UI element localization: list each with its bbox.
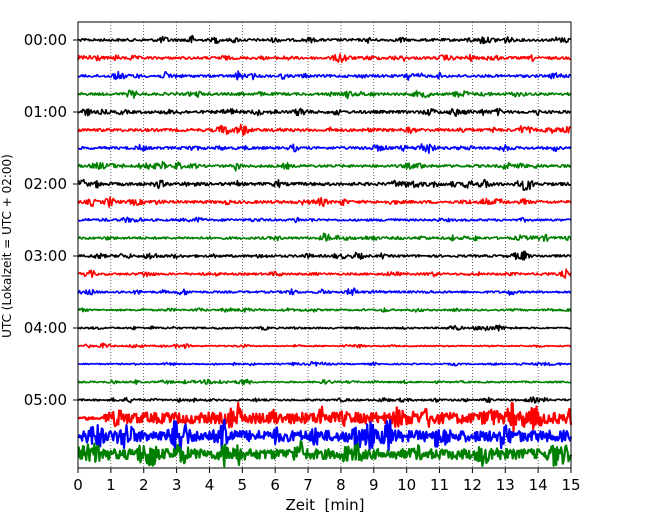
seismogram-trace bbox=[77, 143, 572, 155]
x-tick-label: 10 bbox=[397, 476, 416, 494]
x-tick-label: 7 bbox=[303, 476, 313, 494]
seismogram-trace bbox=[77, 418, 573, 456]
x-tick-label: 3 bbox=[172, 476, 182, 494]
seismogram-trace bbox=[77, 268, 572, 279]
seismogram-trace bbox=[77, 123, 572, 137]
seismogram-trace bbox=[77, 401, 573, 434]
seismogram-trace bbox=[77, 216, 572, 224]
seismogram-trace bbox=[77, 250, 572, 261]
seismogram-trace bbox=[77, 307, 572, 313]
y-axis-label: UTC (Lokalzeit = UTC + 02:00) bbox=[0, 154, 14, 338]
x-tick-label: 11 bbox=[430, 476, 449, 494]
x-tick-label: 15 bbox=[561, 476, 580, 494]
x-tick-label: 4 bbox=[205, 476, 215, 494]
seismogram-trace bbox=[77, 396, 572, 404]
x-tick-label: 12 bbox=[463, 476, 482, 494]
seismogram-trace bbox=[77, 107, 572, 118]
y-tick-label: 01:00 bbox=[24, 103, 67, 121]
x-tick-label: 14 bbox=[529, 476, 548, 494]
x-tick-label: 13 bbox=[496, 476, 515, 494]
seismogram-trace bbox=[77, 196, 572, 208]
y-tick-label: 00:00 bbox=[24, 31, 67, 49]
y-tick-label: 05:00 bbox=[24, 391, 67, 409]
seismogram-trace bbox=[77, 89, 572, 100]
seismogram-trace bbox=[77, 440, 573, 468]
seismogram-trace bbox=[77, 342, 572, 349]
seismogram-trace bbox=[77, 34, 572, 45]
seismogram-trace bbox=[77, 232, 572, 242]
x-tick-label: 8 bbox=[336, 476, 346, 494]
x-tick-label: 2 bbox=[139, 476, 149, 494]
seismogram-traces bbox=[77, 34, 573, 468]
seismogram-trace bbox=[77, 324, 572, 332]
x-tick-label: 0 bbox=[73, 476, 83, 494]
x-tick-label: 1 bbox=[106, 476, 116, 494]
seismogram-trace bbox=[77, 70, 572, 81]
seismogram-trace bbox=[77, 361, 572, 367]
seismogram-trace bbox=[77, 378, 572, 386]
y-tick-label: 02:00 bbox=[24, 175, 67, 193]
plot-frame bbox=[77, 21, 572, 469]
x-axis-ticks: 0 1 2 3 4 5 6 7 8 9 10 11 12 13 14 15 bbox=[73, 468, 581, 494]
x-axis-label: Zeit [min] bbox=[285, 496, 364, 514]
x-tick-label: 9 bbox=[369, 476, 379, 494]
y-tick-label: 03:00 bbox=[24, 247, 67, 265]
y-tick-label: 04:00 bbox=[24, 319, 67, 337]
seismogram-trace bbox=[77, 178, 572, 191]
x-tick-label: 5 bbox=[238, 476, 248, 494]
seismogram-trace bbox=[77, 287, 572, 297]
x-tick-label: 6 bbox=[270, 476, 280, 494]
seismogram-trace bbox=[77, 160, 572, 172]
grid-lines bbox=[110, 22, 539, 468]
seismogram-trace bbox=[77, 53, 572, 63]
y-axis-ticks: 00:00 01:00 02:00 03:00 04:00 05:00 bbox=[24, 31, 78, 409]
